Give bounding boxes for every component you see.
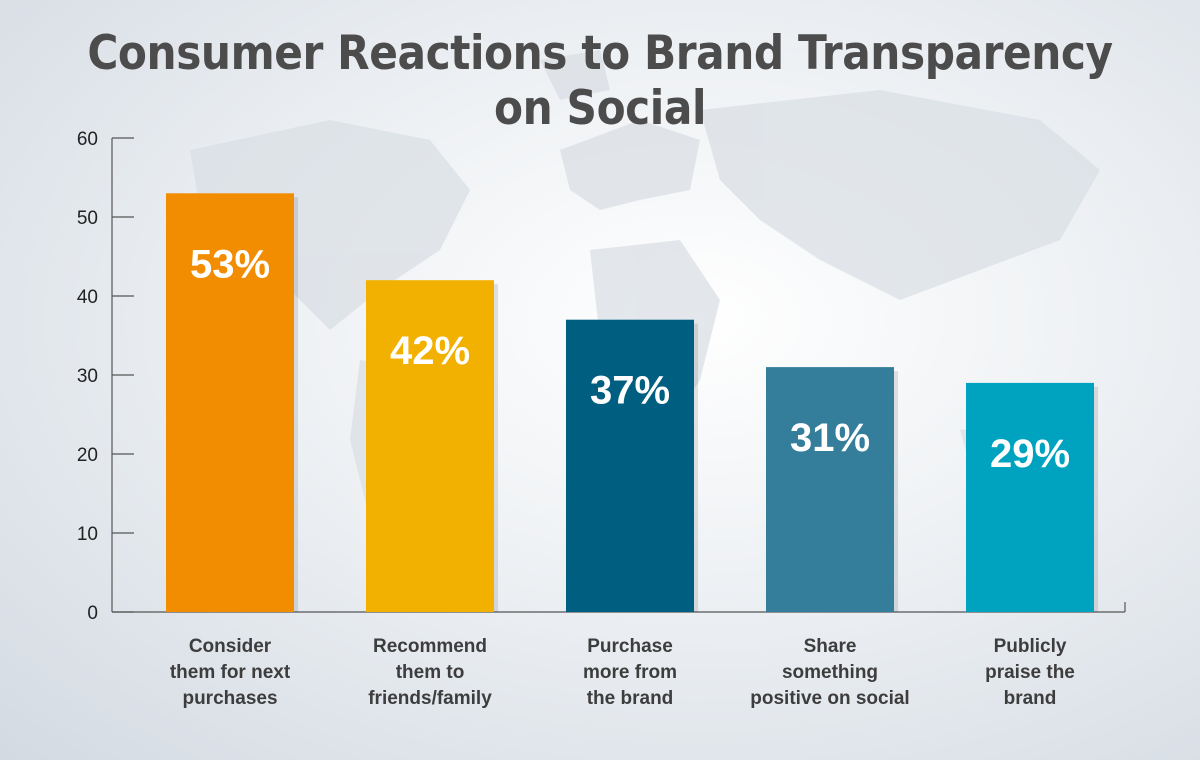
y-axis: 0 10 20 30 40 50 60 [77,129,134,624]
category-label-line: brand [1004,688,1057,709]
bar-value-label: 37% [590,369,670,413]
bar-value-label: 53% [190,242,270,286]
y-tick-label: 40 [77,287,98,308]
category-label-line: friends/family [368,688,492,709]
category-label-line: Consider [189,636,272,657]
y-tick-label: 0 [87,603,98,624]
category-label-line: positive on social [750,688,909,709]
y-tick-label: 60 [77,129,98,150]
category-label-line: them to [396,662,465,683]
bar-value-label: 42% [390,329,470,373]
bar [966,382,1094,612]
category-label-line: Recommend [373,636,487,657]
bar [766,367,894,612]
bar-value-label: 29% [990,432,1070,476]
y-tick-label: 50 [77,208,98,229]
chart-title: Consumer Reactions to Brand Transparency… [87,26,1113,136]
category-label-line: them for next [170,662,291,683]
bars [166,193,1098,613]
y-tick-label: 30 [77,366,98,387]
bar [366,280,494,612]
y-tick-label: 20 [77,445,98,466]
y-tick-label: 10 [77,524,98,545]
bar [166,193,294,613]
category-label-line: Share [804,636,857,657]
bar-value-label: 31% [790,416,870,460]
data-labels: 53% 42% 37% 31% 29% [190,242,1070,476]
category-label-line: something [782,662,878,683]
category-label-line: purchases [182,688,277,709]
category-label-line: praise the [985,662,1075,683]
category-label-line: Publicly [994,636,1067,657]
category-label-line: more from [583,662,677,683]
category-labels: Consider them for next purchases Recommend t… [170,636,1075,709]
category-label-line: the brand [587,688,674,709]
bar [566,319,694,612]
category-label-line: Purchase [587,636,673,657]
